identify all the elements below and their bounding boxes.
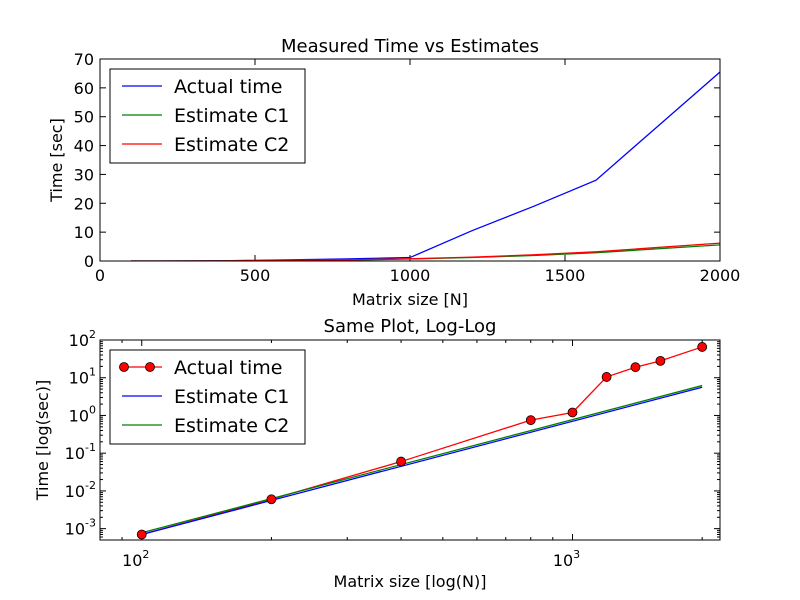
data-point [567,407,578,418]
legend-label: Estimate C2 [174,415,289,437]
y-tick-label: 10-1 [65,441,96,463]
axes-frame [99,339,721,541]
x-tick-base: 10 [122,551,142,570]
y-tick-base: 10 [69,406,89,425]
legend-label: Estimate C1 [174,105,289,127]
data-point [655,355,666,366]
legend-label: Estimate C1 [174,386,289,408]
legend-marker [145,362,155,372]
legend-marker [119,362,129,372]
y-tick-label: 70 [74,50,94,69]
series-line-estimate-c2 [130,242,720,261]
subplot-1: Measured Time vs Estimates Matrix size [N… [47,36,740,309]
data-point [266,494,277,505]
x-tick-label: 0 [95,266,105,285]
y-tick-label: 100 [69,403,96,425]
y-tick-base: 10 [69,331,89,350]
x-tick-label: 1000 [390,266,431,285]
y-tick-base: 10 [65,520,85,539]
legend-label: Actual time [174,76,283,98]
data-point [630,362,641,373]
data-point [601,372,612,382]
y-tick-base: 10 [65,444,85,463]
y-axis-label: Time [log(sec)] [33,380,52,502]
y-tick-exp: -3 [85,517,96,530]
y-tick-exp: 1 [89,366,96,379]
legend-box [109,349,306,445]
y-tick-label: 10-3 [65,517,96,539]
y-tick-exp: 2 [89,328,96,341]
axes-frame [99,58,721,262]
x-axis-label: Matrix size [log(N)] [334,572,487,591]
legend-label: Actual time [174,357,283,379]
data-point [697,342,708,352]
y-tick-label: 0 [84,252,94,271]
legend: Actual time Estimate C1 Estimate C2 [109,68,306,164]
x-tick-label: 102 [122,548,149,570]
x-tick-label: 500 [240,266,271,285]
chart-title: Same Plot, Log-Log [324,316,497,337]
y-tick-label: 102 [69,328,96,350]
x-tick-label: 2000 [700,266,741,285]
y-tick-label: 20 [74,194,94,213]
y-axis-label: Time [sec] [47,118,66,203]
ticks: 0 500 1000 1500 2000 0 10 20 30 40 50 60 70 [74,50,741,285]
y-tick-base: 10 [69,369,89,388]
y-tick-label: 101 [69,366,96,388]
data-point [396,456,406,467]
y-tick-label: 50 [74,108,94,127]
y-tick-label: 10-2 [65,479,96,501]
x-tick-label: 1500 [545,266,586,285]
series-line-estimate-c1 [141,386,703,536]
x-tick-exp: 2 [142,548,149,561]
series-line-estimate-c2 [141,384,703,534]
y-tick-label: 30 [74,165,94,184]
x-tick-base: 10 [553,551,573,570]
chart-title: Measured Time vs Estimates [281,36,539,57]
legend: Actual time Estimate C1 Estimate C2 [109,349,306,445]
y-tick-label: 60 [74,79,94,98]
legend-box [109,68,306,164]
x-axis-label: Matrix size [N] [352,290,468,309]
y-tick-base: 10 [65,482,85,501]
x-tick-exp: 3 [573,548,580,561]
x-tick-label: 103 [553,548,580,570]
y-tick-exp: -2 [85,479,96,492]
y-tick-label: 40 [74,137,94,156]
y-tick-label: 10 [74,223,94,242]
legend-label: Estimate C2 [174,134,289,156]
data-point [525,415,536,426]
y-tick-exp: -1 [85,441,96,454]
y-tick-exp: 0 [89,403,96,416]
data-point [136,529,147,540]
subplot-2: Same Plot, Log-Log Matrix size [log(N)] Ti… [33,316,721,591]
